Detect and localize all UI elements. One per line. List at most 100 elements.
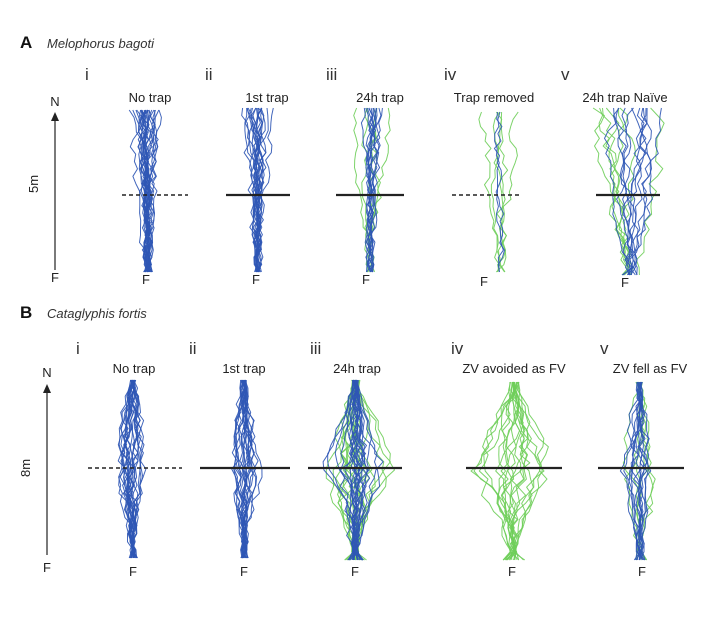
track-blue bbox=[129, 379, 138, 559]
scale-label: 5m bbox=[26, 175, 41, 193]
track-blue bbox=[246, 107, 259, 273]
subpanel-numeral: v bbox=[561, 65, 570, 84]
subpanel-caption: ZV avoided as FV bbox=[462, 361, 566, 376]
species-name: Melophorus bagoti bbox=[47, 36, 155, 51]
tracks bbox=[592, 107, 665, 276]
panel-b: B Cataglyphis fortis N 8m F i No trap F … bbox=[18, 303, 688, 579]
track-blue bbox=[630, 381, 644, 561]
tracks bbox=[241, 107, 274, 273]
subpanel-b-ii: ii 1st trap F bbox=[189, 339, 290, 579]
feeder-label: F bbox=[508, 564, 516, 579]
track-green bbox=[500, 381, 520, 561]
subpanel-a-iii: iii 24h trap F bbox=[326, 65, 404, 287]
track-green bbox=[635, 107, 665, 276]
track-green bbox=[501, 381, 517, 561]
track-blue bbox=[118, 379, 134, 559]
subpanel-caption: No trap bbox=[129, 90, 172, 105]
track-blue bbox=[118, 379, 134, 559]
panel-letter: A bbox=[20, 33, 32, 52]
track-blue bbox=[252, 107, 264, 273]
scale-bar: N 8m F bbox=[18, 365, 52, 575]
track-blue bbox=[244, 108, 262, 272]
track-blue bbox=[129, 109, 151, 273]
track-green bbox=[505, 381, 549, 561]
track-blue bbox=[348, 379, 364, 561]
track-blue bbox=[622, 107, 647, 276]
north-label: N bbox=[50, 94, 59, 109]
track-blue bbox=[144, 109, 152, 273]
feeder-label: F bbox=[480, 274, 488, 289]
tracks bbox=[117, 379, 147, 559]
track-blue bbox=[241, 107, 260, 273]
track-green bbox=[605, 107, 631, 276]
track-blue bbox=[630, 107, 652, 276]
subpanel-b-iv: iv ZV avoided as FV F bbox=[451, 339, 566, 579]
track-blue bbox=[636, 382, 649, 561]
track-green bbox=[505, 381, 522, 561]
feeder-label: F bbox=[351, 564, 359, 579]
track-green bbox=[478, 381, 519, 561]
subpanel-b-v: v ZV fell as FV F bbox=[598, 339, 688, 579]
track-blue bbox=[604, 107, 636, 276]
track-blue bbox=[322, 379, 359, 561]
subpanel-a-i: i No trap F bbox=[85, 65, 188, 287]
subpanel-a-v: v 24h trap Naïve F bbox=[561, 65, 668, 290]
track-blue bbox=[366, 107, 381, 273]
feeder-label: F bbox=[240, 564, 248, 579]
panel-a: A Melophorus bagoti N 5m F i No trap F i… bbox=[20, 33, 668, 290]
feeder-label: F bbox=[362, 272, 370, 287]
track-blue bbox=[619, 381, 642, 561]
subpanel-numeral: i bbox=[85, 65, 89, 84]
subpanel-caption: ZV fell as FV bbox=[613, 361, 688, 376]
subpanel-numeral: ii bbox=[189, 339, 197, 358]
track-blue bbox=[255, 107, 265, 273]
track-green bbox=[512, 381, 545, 561]
track-blue bbox=[360, 107, 374, 273]
subpanel-a-iv: iv Trap removed F bbox=[444, 65, 534, 289]
track-green bbox=[497, 111, 509, 273]
track-blue bbox=[254, 107, 274, 273]
track-blue bbox=[630, 107, 652, 276]
subpanel-numeral: iv bbox=[444, 65, 457, 84]
track-green bbox=[592, 107, 634, 276]
feeder-label: F bbox=[252, 272, 260, 287]
feeder-label: F bbox=[129, 564, 137, 579]
track-blue bbox=[347, 379, 366, 561]
subpanel-numeral: v bbox=[600, 339, 609, 358]
track-blue bbox=[121, 379, 137, 559]
feeder-label: F bbox=[142, 272, 150, 287]
subpanel-caption: 24h trap Naïve bbox=[582, 90, 667, 105]
track-blue bbox=[128, 109, 152, 273]
track-blue bbox=[140, 109, 153, 273]
track-green bbox=[329, 379, 361, 561]
subpanel-caption: 24h trap bbox=[356, 90, 404, 105]
subpanel-caption: 1st trap bbox=[245, 90, 288, 105]
track-blue bbox=[350, 379, 371, 561]
subpanel-b-iii: iii 24h trap F bbox=[308, 339, 402, 579]
track-blue bbox=[327, 379, 364, 561]
subpanel-numeral: iv bbox=[451, 339, 464, 358]
species-name: Cataglyphis fortis bbox=[47, 306, 147, 321]
feeder-label: F bbox=[43, 560, 51, 575]
subpanel-numeral: iii bbox=[310, 339, 321, 358]
north-label: N bbox=[42, 365, 51, 380]
track-blue bbox=[494, 111, 504, 273]
tracks bbox=[128, 109, 162, 273]
track-blue bbox=[493, 111, 505, 273]
track-green bbox=[497, 381, 522, 561]
track-blue bbox=[622, 107, 635, 276]
track-blue bbox=[354, 379, 364, 561]
tracks bbox=[619, 381, 656, 561]
track-blue bbox=[127, 379, 138, 559]
subpanel-numeral: ii bbox=[205, 65, 213, 84]
track-blue bbox=[135, 109, 152, 273]
tracks bbox=[470, 381, 549, 561]
track-green bbox=[495, 111, 519, 273]
tracks bbox=[353, 107, 391, 273]
feeder-label: F bbox=[621, 275, 629, 290]
subpanel-numeral: i bbox=[76, 339, 80, 358]
subpanel-numeral: iii bbox=[326, 65, 337, 84]
subpanel-caption: No trap bbox=[113, 361, 156, 376]
panel-letter: B bbox=[20, 303, 32, 322]
